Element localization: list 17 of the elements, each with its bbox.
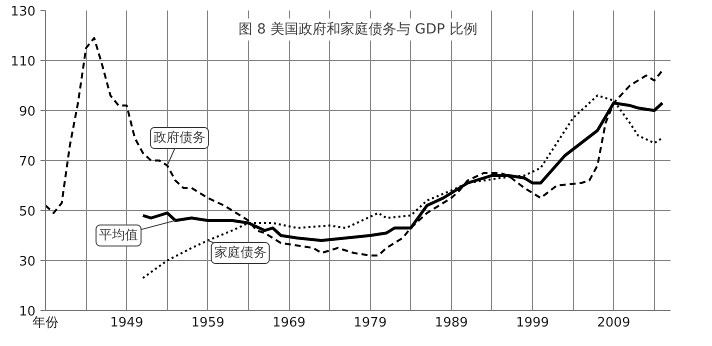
y-tick-label: 90 bbox=[18, 104, 36, 120]
y-tick-label: 30 bbox=[18, 254, 36, 270]
y-tick-label: 50 bbox=[18, 204, 36, 220]
x-tick-label: 1959 bbox=[191, 316, 224, 330]
x-tick-label: 1949 bbox=[110, 316, 144, 330]
series-label: 家庭债务 bbox=[214, 244, 266, 260]
y-tick-label: 70 bbox=[18, 154, 36, 170]
x-tick-label: 1969 bbox=[272, 316, 306, 330]
x-tick-label: 2009 bbox=[597, 316, 630, 330]
x-tick-label: 1999 bbox=[516, 316, 550, 330]
text: 图 8 美国政府和家庭债务与 GDP 比例 bbox=[238, 22, 478, 38]
series-label: 平均值 bbox=[99, 228, 138, 243]
x-tick-label: 1989 bbox=[434, 316, 468, 330]
y-tick-label: 110 bbox=[10, 54, 36, 70]
x-tick-label: 1979 bbox=[354, 316, 387, 330]
y-tick-label: 130 bbox=[10, 4, 36, 20]
series-label: 政府债务 bbox=[153, 130, 206, 146]
